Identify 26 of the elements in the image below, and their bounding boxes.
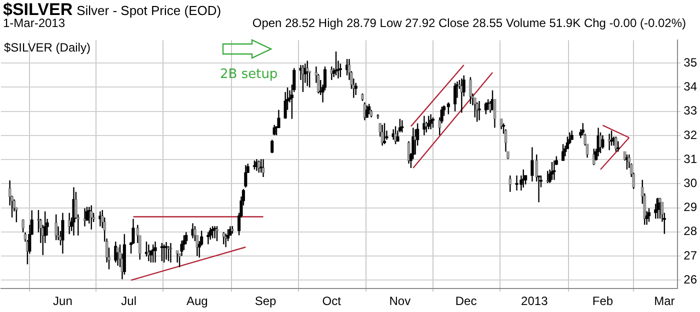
text: Open 28.52 High 28.79 Low 27.92 Close 28.55 Volume 51.9K Chg -0.00 (-0.02%) <box>252 16 686 30</box>
y-tick-label: 26 <box>684 272 698 286</box>
y-tick-label: 29 <box>684 200 698 214</box>
x-tick-label: Nov <box>389 294 411 308</box>
y-tick-label: 31 <box>684 152 698 166</box>
x-tick-label: Jun <box>53 294 72 308</box>
y-tick-label: 27 <box>684 248 698 262</box>
y-tick-label: 35 <box>684 55 698 70</box>
text: 1-Mar-2013 <box>3 16 66 30</box>
y-tick-label: 28 <box>684 224 698 238</box>
y-tick-label: 34 <box>684 80 698 94</box>
x-tick-label: Mar <box>654 294 675 308</box>
y-tick-label: 30 <box>684 176 698 190</box>
chart-subtitle: Silver - Spot Price (EOD) <box>76 3 222 18</box>
x-tick-label: Sep <box>254 294 276 308</box>
y-tick-label: 32 <box>684 128 698 142</box>
annotation: $SILVER (Daily) <box>4 40 90 55</box>
y-tick-label: 33 <box>684 104 698 118</box>
x-tick-label: 2013 <box>521 294 548 308</box>
x-tick-label: Jul <box>121 294 137 308</box>
chart-title: $SILVER <box>3 0 73 19</box>
x-tick-label: Aug <box>186 294 208 308</box>
x-tick-label: Dec <box>455 294 477 308</box>
x-tick-label: Oct <box>322 294 342 308</box>
x-tick-label: Feb <box>592 294 614 308</box>
annotation: 2B setup <box>220 67 278 82</box>
